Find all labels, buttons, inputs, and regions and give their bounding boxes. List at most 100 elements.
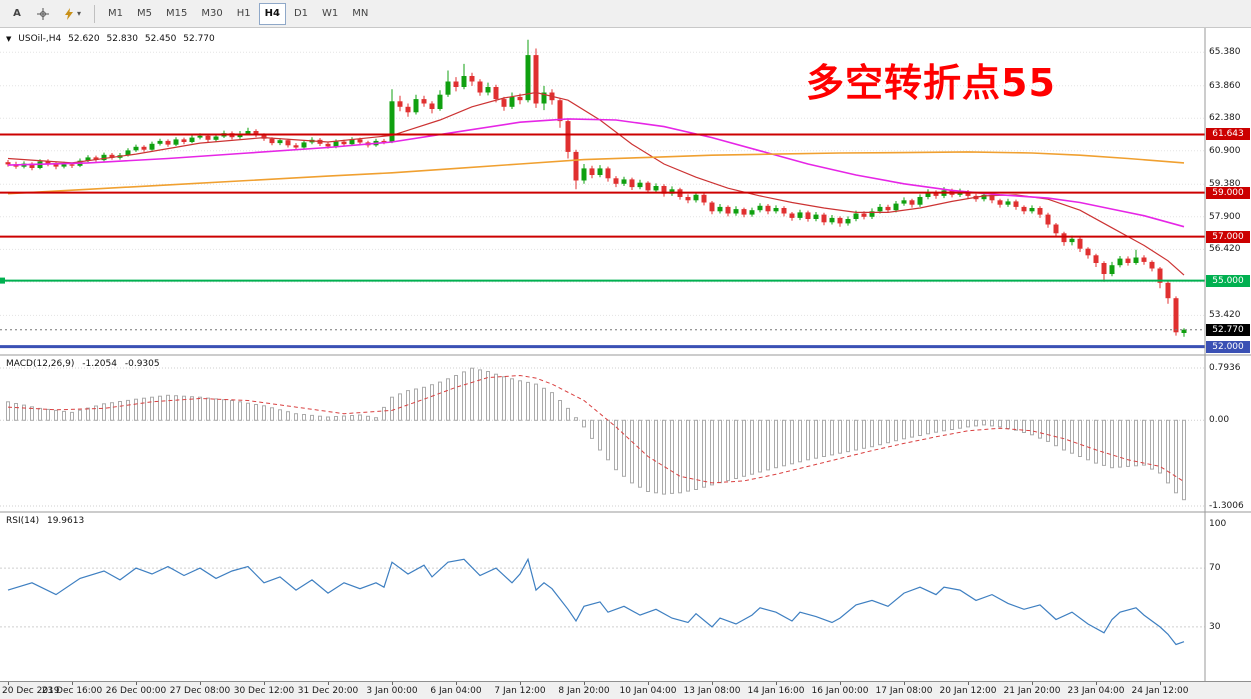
macd-main-value: -1.2054 xyxy=(82,359,117,369)
time-axis-label: 21 Jan 20:00 xyxy=(1003,686,1061,696)
time-axis-label: 20 Dec 2019 xyxy=(2,686,60,696)
time-tick xyxy=(1096,682,1097,685)
timeframe-button-m5[interactable]: M5 xyxy=(131,3,158,25)
time-tick xyxy=(840,682,841,685)
ohlc-low: 52.450 xyxy=(144,34,177,44)
crosshair-tool-button[interactable] xyxy=(31,3,55,25)
rsi-title: RSI(14) xyxy=(6,516,40,526)
timeframe-button-m1[interactable]: M1 xyxy=(102,3,129,25)
time-tick xyxy=(264,682,265,685)
price-tick-label: 59.380 xyxy=(1209,179,1241,190)
time-axis-label: 23 Dec 16:00 xyxy=(41,686,103,696)
hline-price-label[interactable]: 57.000 xyxy=(1206,230,1250,243)
hline-price-label[interactable]: 61.643 xyxy=(1206,128,1250,141)
price-tick-label: 63.860 xyxy=(1209,80,1241,91)
time-tick xyxy=(584,682,585,685)
time-axis-label: 20 Jan 12:00 xyxy=(939,686,997,696)
time-tick xyxy=(776,682,777,685)
time-axis-label: 16 Jan 00:00 xyxy=(811,686,869,696)
time-axis-label: 7 Jan 12:00 xyxy=(494,686,546,696)
time-axis[interactable]: 20 Dec 2019 23 Dec 16:00 26 Dec 00:00 27 De… xyxy=(0,681,1251,699)
ma-mid-magenta xyxy=(7,118,1185,228)
time-tick xyxy=(712,682,713,685)
timeframe-button-mn[interactable]: MN xyxy=(346,3,374,25)
time-tick xyxy=(1032,682,1033,685)
time-axis-label: 17 Jan 08:00 xyxy=(875,686,933,696)
horizontal-line-objects[interactable] xyxy=(0,133,1205,349)
time-axis-label: 6 Jan 04:00 xyxy=(430,686,482,696)
time-axis-label: 8 Jan 20:00 xyxy=(558,686,610,696)
timeframe-button-h1[interactable]: H1 xyxy=(231,3,257,25)
time-axis-label: 26 Dec 00:00 xyxy=(105,686,167,696)
time-axis-label: 3 Jan 00:00 xyxy=(366,686,418,696)
chart-text-annotation[interactable]: 多空转折点55 xyxy=(806,61,1056,105)
timeframe-group: M1 M5 M15 M30 H1 H4 D1 W1 MN xyxy=(101,2,375,25)
time-tick xyxy=(328,682,329,685)
rsi-line xyxy=(7,557,1185,646)
time-tick xyxy=(136,682,137,685)
macd-signal-value: -0.9305 xyxy=(124,359,160,369)
toolbar: A ▾ M1 M5 M15 M30 H1 H4 D1 W1 MN xyxy=(0,0,1251,28)
ma-slow-orange xyxy=(7,151,1185,195)
rsi-scale-label: 70 xyxy=(1209,563,1221,574)
time-tick xyxy=(8,682,9,685)
price-tick-label: 60.900 xyxy=(1209,145,1241,156)
crosshair-icon xyxy=(37,7,49,20)
time-tick xyxy=(520,682,521,685)
hline-handle xyxy=(0,277,5,284)
macd-scale-label: -1.3006 xyxy=(1209,501,1244,511)
text-label-tool-button[interactable]: A xyxy=(5,3,29,25)
quick-actions-dropdown[interactable]: ▾ xyxy=(57,3,87,25)
rsi-header: RSI(14) 19.9613 xyxy=(6,516,89,526)
time-tick xyxy=(72,682,73,685)
symbol-ohlc-header: ▼ USOil-,H4 52.620 52.830 52.450 52.770 xyxy=(6,34,219,44)
timeframe-button-d1[interactable]: D1 xyxy=(288,3,314,25)
timeframe-button-m30[interactable]: M30 xyxy=(195,3,228,25)
hline-price-label[interactable]: 55.000 xyxy=(1206,274,1250,287)
symbol-name: USOil-,H4 xyxy=(18,34,62,44)
lightning-icon xyxy=(63,7,75,20)
hline-price-label[interactable]: 59.000 xyxy=(1206,186,1250,199)
time-axis-label: 31 Dec 20:00 xyxy=(297,686,359,696)
price-tick-label: 53.420 xyxy=(1209,310,1241,321)
ohlc-open: 52.620 xyxy=(68,34,100,44)
chart-canvas[interactable] xyxy=(0,28,1251,699)
panel-separators xyxy=(0,28,1251,681)
macd-scale-label: 0.00 xyxy=(1209,415,1230,426)
time-axis-label: 24 Jan 12:00 xyxy=(1131,686,1189,696)
hline-price-label[interactable]: 52.000 xyxy=(1206,340,1250,353)
time-axis-label: 10 Jan 04:00 xyxy=(619,686,677,696)
price-tick-label: 57.900 xyxy=(1209,211,1241,222)
time-tick xyxy=(392,682,393,685)
macd-signal-line xyxy=(7,374,1185,484)
timeframe-button-m15[interactable]: M15 xyxy=(160,3,193,25)
chart-area[interactable]: ▼ USOil-,H4 52.620 52.830 52.450 52.770 … xyxy=(0,28,1251,699)
ohlc-high: 52.830 xyxy=(106,34,139,44)
time-tick xyxy=(1160,682,1161,685)
macd-histogram xyxy=(6,367,1186,501)
time-axis-label: 30 Dec 12:00 xyxy=(233,686,295,696)
time-tick xyxy=(456,682,457,685)
price-tick-label: 65.380 xyxy=(1209,47,1241,58)
timeframe-button-h4[interactable]: H4 xyxy=(258,2,286,25)
time-tick xyxy=(968,682,969,685)
macd-header: MACD(12,26,9) -1.2054 -0.9305 xyxy=(6,359,165,369)
rsi-scale-label: 30 xyxy=(1209,621,1221,632)
time-tick xyxy=(904,682,905,685)
price-tick-label: 56.420 xyxy=(1209,244,1241,255)
macd-title: MACD(12,26,9) xyxy=(6,359,75,369)
grid-lines xyxy=(0,51,1205,628)
time-tick xyxy=(200,682,201,685)
current-price-label: 52.770 xyxy=(1206,323,1250,336)
toolbar-separator xyxy=(94,4,96,23)
macd-scale-label: 0.7936 xyxy=(1209,363,1241,373)
timeframe-button-w1[interactable]: W1 xyxy=(316,3,344,25)
time-axis-label: 27 Dec 08:00 xyxy=(169,686,231,696)
time-axis-label: 14 Jan 16:00 xyxy=(747,686,805,696)
symbol-collapse-icon[interactable]: ▼ xyxy=(6,35,12,43)
time-axis-label: 13 Jan 08:00 xyxy=(683,686,741,696)
price-tick-label: 62.380 xyxy=(1209,113,1241,124)
rsi-value: 19.9613 xyxy=(46,516,85,526)
ohlc-close: 52.770 xyxy=(183,34,215,44)
